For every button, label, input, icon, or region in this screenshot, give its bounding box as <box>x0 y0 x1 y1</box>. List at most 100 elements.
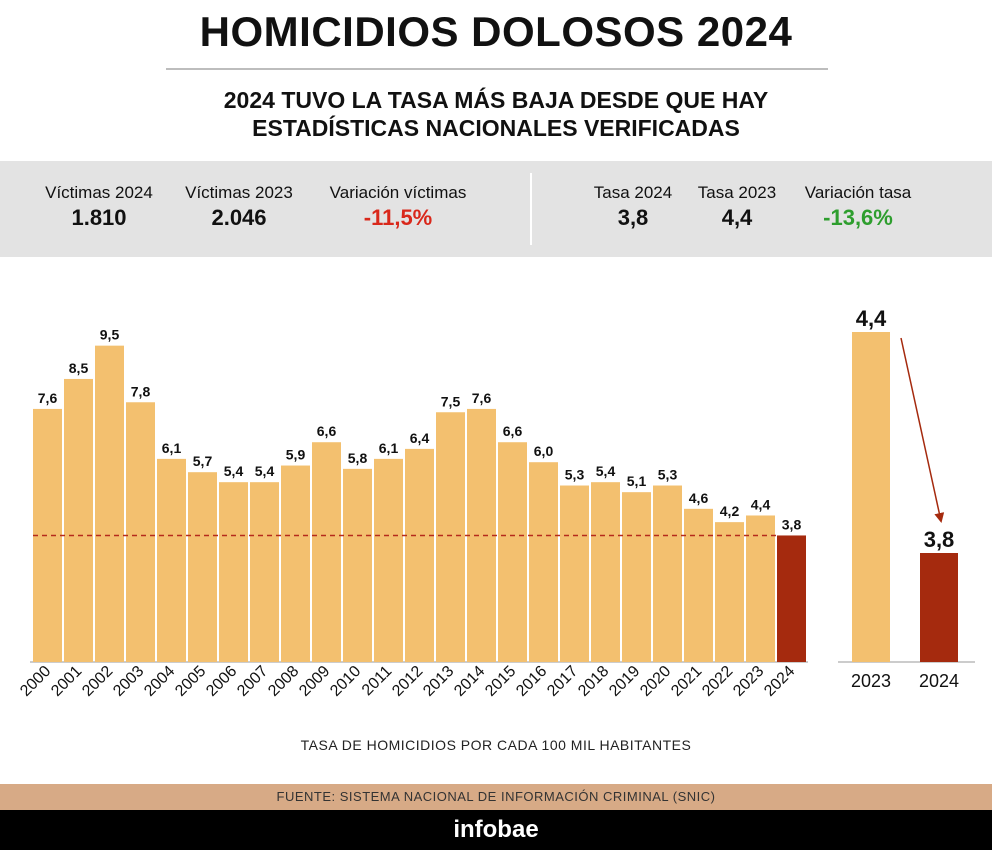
side-tick-label-2023: 2023 <box>851 671 891 691</box>
tick-label-2004: 2004 <box>141 663 178 700</box>
chart-area: 7,6 2000 8,5 2001 9,5 2002 7,8 2003 6,1 2004 5,7 20… <box>17 306 975 700</box>
bar-2009 <box>312 442 341 662</box>
bar-2003 <box>126 402 155 662</box>
title-divider <box>166 68 828 70</box>
tick-label-2023: 2023 <box>730 663 767 700</box>
data-label-2015: 6,6 <box>503 423 523 439</box>
tick-label-2011: 2011 <box>359 663 395 699</box>
stat-label: Variación víctimas <box>329 183 467 202</box>
bar-2010 <box>343 468 372 662</box>
stat-variacion-victimas: Variación víctimas -11,5% <box>314 183 482 231</box>
bar-2012 <box>405 448 434 662</box>
data-label-2014: 7,6 <box>472 390 492 406</box>
stat-label: Víctimas 2023 <box>185 183 293 202</box>
side-tick-label-2024: 2024 <box>919 671 959 691</box>
data-label-2002: 9,5 <box>100 327 120 343</box>
stats-panel: Víctimas 2024 1.810 Víctimas 2023 2.046 … <box>0 161 992 257</box>
tick-label-2008: 2008 <box>265 663 302 700</box>
tick-label-2006: 2006 <box>203 663 240 700</box>
brand-logo: infobae <box>453 816 539 843</box>
page-title: HOMICIDIOS DOLOSOS 2024 <box>199 8 793 55</box>
source-text: FUENTE: SISTEMA NACIONAL DE INFORMACIÓN … <box>276 789 716 804</box>
data-label-2021: 4,6 <box>689 490 709 506</box>
tick-label-2013: 2013 <box>420 663 457 700</box>
bar-2002 <box>95 345 124 662</box>
data-label-2000: 7,6 <box>38 390 58 406</box>
bar-2020 <box>653 485 682 662</box>
stat-label: Tasa 2023 <box>697 183 777 202</box>
data-label-2001: 8,5 <box>69 360 89 376</box>
bar-2005 <box>188 472 217 662</box>
bar-2014 <box>467 408 496 662</box>
subtitle-line-1: 2024 TUVO LA TASA MÁS BAJA DESDE QUE HAY <box>223 87 769 113</box>
stat-label: Variación tasa <box>804 183 912 202</box>
data-label-2008: 5,9 <box>286 447 306 463</box>
tick-label-2009: 2009 <box>296 663 333 700</box>
stat-label: Víctimas 2024 <box>45 183 153 202</box>
stat-victimas-2023: Víctimas 2023 2.046 <box>176 183 302 231</box>
data-label-2005: 5,7 <box>193 453 213 469</box>
bar-2024 <box>777 535 806 662</box>
data-label-2011: 6,1 <box>379 440 399 456</box>
tick-label-2017: 2017 <box>544 663 581 700</box>
main-bar-chart: 7,6 2000 8,5 2001 9,5 2002 7,8 2003 6,1 2004 5,7 20… <box>17 327 808 700</box>
tick-label-2015: 2015 <box>482 663 519 700</box>
source-bar: FUENTE: SISTEMA NACIONAL DE INFORMACIÓN … <box>0 784 992 810</box>
stat-variacion-tasa: Variación tasa -13,6% <box>790 183 926 231</box>
bar-2013 <box>436 412 465 662</box>
side-data-label-2023: 4,4 <box>856 306 887 331</box>
stat-tasa-2024: Tasa 2024 3,8 <box>586 183 680 231</box>
bar-2015 <box>498 442 527 662</box>
tick-label-2003: 2003 <box>110 663 147 700</box>
data-label-2019: 5,1 <box>627 473 647 489</box>
data-label-2013: 7,5 <box>441 393 461 409</box>
subtitle: 2024 TUVO LA TASA MÁS BAJA DESDE QUE HAY… <box>0 86 992 142</box>
tick-label-2010: 2010 <box>327 663 364 700</box>
bar-2011 <box>374 458 403 662</box>
tick-label-2014: 2014 <box>451 663 488 700</box>
bar-2021 <box>684 508 713 662</box>
stat-victimas-2024: Víctimas 2024 1.810 <box>36 183 162 231</box>
subtitle-line-2: ESTADÍSTICAS NACIONALES VERIFICADAS <box>252 115 740 141</box>
tick-label-2021: 2021 <box>668 663 705 700</box>
tick-label-2000: 2000 <box>17 663 54 700</box>
data-label-2020: 5,3 <box>658 467 678 483</box>
stat-value: 3,8 <box>617 205 649 230</box>
tick-label-2007: 2007 <box>234 663 271 700</box>
data-label-2022: 4,2 <box>720 503 740 519</box>
side-data-label-2024: 3,8 <box>924 527 955 552</box>
tick-label-2024: 2024 <box>761 663 798 700</box>
data-label-2017: 5,3 <box>565 467 585 483</box>
data-label-2012: 6,4 <box>410 430 430 446</box>
stat-value: 2.046 <box>211 205 267 230</box>
bar-2022 <box>715 522 744 662</box>
comparison-bar-chart: 4,4 2023 3,8 2024 <box>838 306 975 691</box>
data-label-2003: 7,8 <box>131 383 151 399</box>
stats-divider <box>530 173 532 245</box>
x-axis-caption: TASA DE HOMICIDIOS POR CADA 100 MIL HABI… <box>300 737 692 753</box>
bar-2001 <box>64 378 93 662</box>
stat-value: -11,5% <box>363 205 433 230</box>
tick-label-2019: 2019 <box>606 663 643 700</box>
data-label-2010: 5,8 <box>348 450 368 466</box>
stat-tasa-2023: Tasa 2023 4,4 <box>690 183 784 231</box>
tick-label-2020: 2020 <box>637 663 674 700</box>
data-label-2016: 6,0 <box>534 443 554 459</box>
bar-2008 <box>281 465 310 662</box>
bar-2018 <box>591 482 620 662</box>
bar-2017 <box>560 485 589 662</box>
data-label-2023: 4,4 <box>751 496 771 512</box>
data-label-2009: 6,6 <box>317 423 337 439</box>
stat-value: 4,4 <box>721 205 753 230</box>
bar-2006 <box>219 482 248 662</box>
data-label-2007: 5,4 <box>255 463 275 479</box>
stat-value: -13,6% <box>823 205 893 230</box>
tick-label-2002: 2002 <box>79 663 116 700</box>
bar-2019 <box>622 492 651 662</box>
tick-label-2001: 2001 <box>48 663 85 700</box>
bar-2016 <box>529 462 558 662</box>
data-label-2024: 3,8 <box>782 516 802 532</box>
tick-label-2012: 2012 <box>389 663 426 700</box>
tick-label-2018: 2018 <box>575 663 612 700</box>
tick-label-2022: 2022 <box>699 663 736 700</box>
